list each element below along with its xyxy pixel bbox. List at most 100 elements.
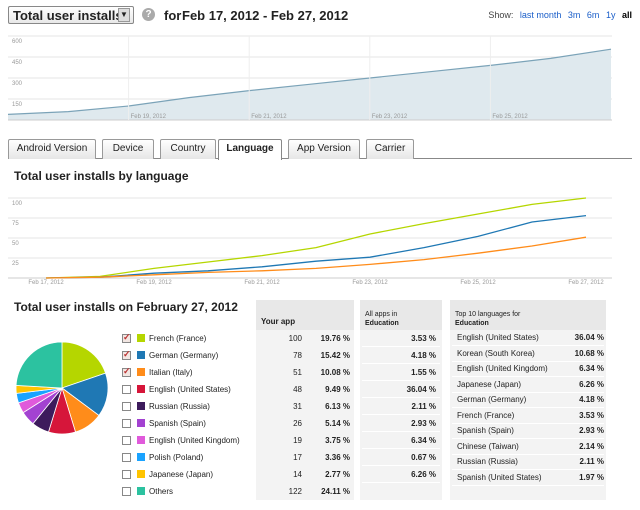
chevron-down-icon: ▼: [118, 8, 130, 22]
top10-language-name: German (Germany): [457, 395, 527, 404]
x-tick-label: Feb 21, 2012: [251, 114, 287, 120]
install-count: 26: [293, 419, 302, 428]
language-checkbox[interactable]: [122, 385, 131, 394]
language-checkbox[interactable]: [122, 453, 131, 462]
top10-column: [450, 300, 606, 500]
y-tick-label: 450: [12, 60, 23, 66]
tab-android-version[interactable]: Android Version: [8, 139, 96, 159]
x-tick-label: Feb 27, 2012: [568, 280, 604, 286]
language-name: Italian (Italy): [149, 368, 193, 377]
language-row: Japanese (Japan) 14 2.77 %: [118, 466, 354, 483]
dimension-tabs: Android Version Device Country Language …: [8, 139, 632, 160]
tab-language[interactable]: Language: [218, 139, 282, 160]
install-percent: 15.42 %: [320, 351, 350, 360]
install-count: 31: [293, 402, 302, 411]
overview-area-chart: 600 450 300 150 Feb 19, 2012 Feb 21, 2012 Feb …: [8, 30, 612, 128]
x-tick-label: Feb 23, 2012: [372, 114, 408, 120]
series-line-2: [45, 236, 587, 279]
language-checkbox[interactable]: [122, 349, 131, 360]
color-swatch: [137, 334, 145, 342]
range-last-month[interactable]: last month: [519, 10, 562, 20]
language-checkbox[interactable]: [122, 402, 131, 411]
install-percent: 3.75 %: [325, 436, 350, 445]
language-checkbox[interactable]: [122, 332, 131, 343]
y-tick-label: 25: [12, 261, 19, 267]
top10-language-percent: 2.11 %: [579, 457, 604, 466]
divider: [362, 346, 440, 347]
education-percent: 2.93 %: [411, 419, 436, 428]
x-tick-label: Feb 23, 2012: [352, 280, 388, 286]
pie-slice: [15, 341, 63, 389]
x-tick-label: Feb 19, 2012: [136, 280, 172, 286]
install-percent: 9.49 %: [325, 385, 350, 394]
top10-language-name: French (France): [457, 410, 515, 420]
top10-language-percent: 2.93 %: [579, 426, 604, 435]
range-all[interactable]: all: [621, 10, 632, 20]
language-row: Spanish (Spain) 26 5.14 %: [118, 415, 354, 432]
install-count: 78: [293, 351, 302, 360]
divider: [362, 380, 440, 381]
install-count: 51: [293, 368, 302, 377]
x-tick-label: Feb 25, 2012: [492, 114, 528, 120]
divider: [362, 431, 440, 432]
breakdown-title: Total user installs on February 27, 2012: [14, 300, 238, 314]
x-tick-label: Feb 21, 2012: [244, 280, 280, 286]
divider: [362, 448, 440, 449]
metric-select[interactable]: Total user installs ▼: [8, 6, 134, 24]
series-line-1: [45, 214, 587, 279]
range-1y[interactable]: 1y: [605, 10, 616, 20]
y-tick-label: 300: [12, 81, 23, 87]
divider: [362, 482, 440, 483]
color-swatch: [137, 453, 145, 461]
color-swatch: [137, 351, 145, 359]
color-swatch: [137, 419, 145, 427]
language-name: German (Germany): [149, 351, 219, 360]
tab-country[interactable]: Country: [160, 139, 216, 159]
top10-language-name: Russian (Russia): [457, 457, 518, 466]
range-selector: Show: last month 3m 6m 1y all: [488, 10, 632, 20]
language-name: Japanese (Japan): [149, 470, 214, 479]
show-label: Show:: [488, 10, 514, 20]
tab-label: Carrier: [374, 143, 406, 154]
for-label: for: [164, 8, 182, 23]
language-name: Polish (Poland): [149, 453, 204, 462]
language-name: French (France): [149, 334, 207, 343]
help-icon[interactable]: ?: [142, 8, 155, 21]
top10-language-percent: 2.14 %: [579, 441, 604, 451]
install-count: 48: [293, 385, 302, 394]
y-tick-label: 150: [12, 102, 23, 108]
language-checkbox[interactable]: [122, 436, 131, 445]
install-percent: 10.08 %: [320, 368, 350, 377]
top10-language-percent: 36.04 %: [574, 333, 604, 342]
tab-label: Android Version: [16, 143, 88, 154]
y-tick-label: 100: [12, 201, 23, 207]
install-count: 17: [293, 453, 302, 462]
tab-device[interactable]: Device: [102, 139, 154, 159]
install-percent: 5.14 %: [325, 419, 350, 428]
education-percent: 0.67 %: [411, 453, 436, 462]
tab-app-version[interactable]: App Version: [288, 139, 360, 159]
language-chart-title: Total user installs by language: [14, 169, 189, 183]
divider: [452, 407, 604, 408]
color-swatch: [137, 368, 145, 376]
language-checkbox[interactable]: [122, 470, 131, 479]
install-count: 100: [288, 334, 302, 343]
range-3m[interactable]: 3m: [567, 10, 581, 20]
education-header-line1: All apps in: [365, 311, 398, 318]
language-line-chart: 100 75 50 25 Feb 17, 2012 Feb 19, 2012 Feb 21,…: [8, 197, 612, 286]
language-checkbox[interactable]: [122, 487, 131, 496]
tab-label: Country: [170, 143, 206, 154]
y-tick-label: 75: [12, 221, 19, 227]
divider: [362, 397, 440, 398]
your-app-column: [256, 330, 354, 500]
divider: [452, 345, 604, 346]
language-name: English (United Kingdom): [149, 436, 240, 445]
education-percent: 6.26 %: [411, 470, 436, 479]
date-range: Feb 17, 2012 - Feb 27, 2012: [182, 8, 349, 23]
tab-carrier[interactable]: Carrier: [366, 139, 414, 159]
range-6m[interactable]: 6m: [586, 10, 600, 20]
install-percent: 2.77 %: [325, 470, 350, 479]
language-checkbox[interactable]: [122, 419, 131, 428]
language-checkbox[interactable]: [122, 366, 131, 377]
language-row: English (United States) 48 9.49 %: [118, 381, 354, 398]
